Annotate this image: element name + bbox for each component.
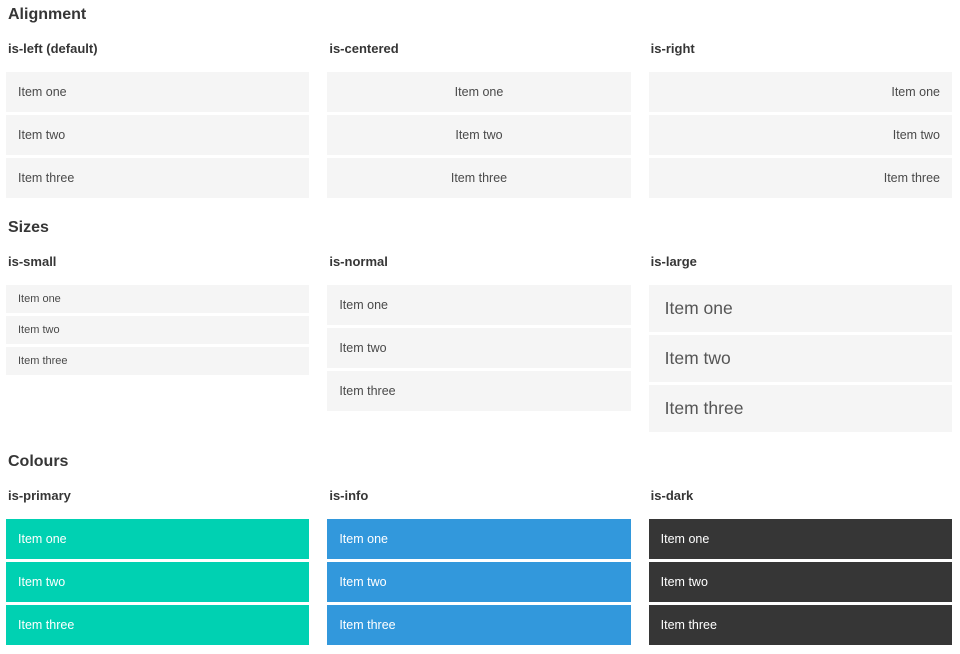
list-item: Item two bbox=[6, 316, 310, 344]
list-center-aligned: Item one Item two Item three bbox=[327, 72, 631, 198]
list-item: Item two bbox=[327, 115, 631, 155]
list-item: Item three bbox=[648, 605, 952, 645]
list-item: Item three bbox=[648, 385, 952, 432]
variant-label-is-left: is-left (default) bbox=[8, 41, 98, 56]
colours-columns: is-primary Item one Item two Item three … bbox=[6, 488, 952, 645]
variant-label-is-info: is-info bbox=[329, 488, 369, 503]
list-item: Item one bbox=[6, 519, 310, 559]
list-item: Item three bbox=[327, 371, 631, 411]
list-item: Item two bbox=[327, 562, 631, 602]
list-right-aligned: Item one Item two Item three bbox=[648, 72, 952, 198]
list-item: Item three bbox=[327, 605, 631, 645]
section-colours: Colours is-primary Item one Item two Ite… bbox=[6, 452, 952, 645]
list-item: Item one bbox=[327, 285, 631, 325]
variant-label-is-normal: is-normal bbox=[329, 254, 388, 269]
list-item: Item three bbox=[327, 158, 631, 198]
section-sizes: Sizes is-small Item one Item two Item th… bbox=[6, 218, 952, 432]
list-primary: Item one Item two Item three bbox=[6, 519, 310, 645]
variant-label-is-centered: is-centered bbox=[329, 41, 399, 56]
column-is-large: is-large Item one Item two Item three bbox=[648, 254, 952, 432]
list-small: Item one Item two Item three bbox=[6, 285, 310, 375]
variant-label-is-right: is-right bbox=[650, 41, 695, 56]
column-is-normal: is-normal Item one Item two Item three bbox=[327, 254, 631, 432]
list-item: Item one bbox=[648, 285, 952, 332]
list-item: Item one bbox=[6, 72, 310, 112]
column-is-centered: is-centered Item one Item two Item three bbox=[327, 41, 631, 198]
list-normal: Item one Item two Item three bbox=[327, 285, 631, 411]
variant-label-is-small: is-small bbox=[8, 254, 57, 269]
list-info: Item one Item two Item three bbox=[327, 519, 631, 645]
list-large: Item one Item two Item three bbox=[648, 285, 952, 432]
list-item: Item one bbox=[327, 519, 631, 559]
column-is-right: is-right Item one Item two Item three bbox=[648, 41, 952, 198]
list-item: Item three bbox=[6, 347, 310, 375]
section-title-alignment: Alignment bbox=[8, 6, 87, 23]
column-is-primary: is-primary Item one Item two Item three bbox=[6, 488, 310, 645]
sizes-columns: is-small Item one Item two Item three is… bbox=[6, 254, 952, 432]
list-left-aligned: Item one Item two Item three bbox=[6, 72, 310, 198]
alignment-columns: is-left (default) Item one Item two Item… bbox=[6, 41, 952, 198]
section-alignment: Alignment is-left (default) Item one Ite… bbox=[6, 5, 952, 198]
list-item: Item two bbox=[327, 328, 631, 368]
list-item: Item three bbox=[6, 158, 310, 198]
list-item: Item two bbox=[648, 335, 952, 382]
list-item: Item two bbox=[648, 115, 952, 155]
list-item: Item two bbox=[648, 562, 952, 602]
column-is-dark: is-dark Item one Item two Item three bbox=[648, 488, 952, 645]
column-is-info: is-info Item one Item two Item three bbox=[327, 488, 631, 645]
list-item: Item two bbox=[6, 115, 310, 155]
section-title-colours: Colours bbox=[8, 453, 69, 470]
list-item: Item one bbox=[648, 519, 952, 559]
section-title-sizes: Sizes bbox=[8, 219, 49, 236]
list-item: Item two bbox=[6, 562, 310, 602]
variant-label-is-primary: is-primary bbox=[8, 488, 71, 503]
column-is-left: is-left (default) Item one Item two Item… bbox=[6, 41, 310, 198]
variant-label-is-large: is-large bbox=[650, 254, 697, 269]
list-item: Item three bbox=[6, 605, 310, 645]
column-is-small: is-small Item one Item two Item three bbox=[6, 254, 310, 432]
list-item: Item one bbox=[648, 72, 952, 112]
list-dark: Item one Item two Item three bbox=[648, 519, 952, 645]
list-item: Item one bbox=[6, 285, 310, 313]
list-item: Item three bbox=[648, 158, 952, 198]
variant-label-is-dark: is-dark bbox=[650, 488, 694, 503]
list-item: Item one bbox=[327, 72, 631, 112]
